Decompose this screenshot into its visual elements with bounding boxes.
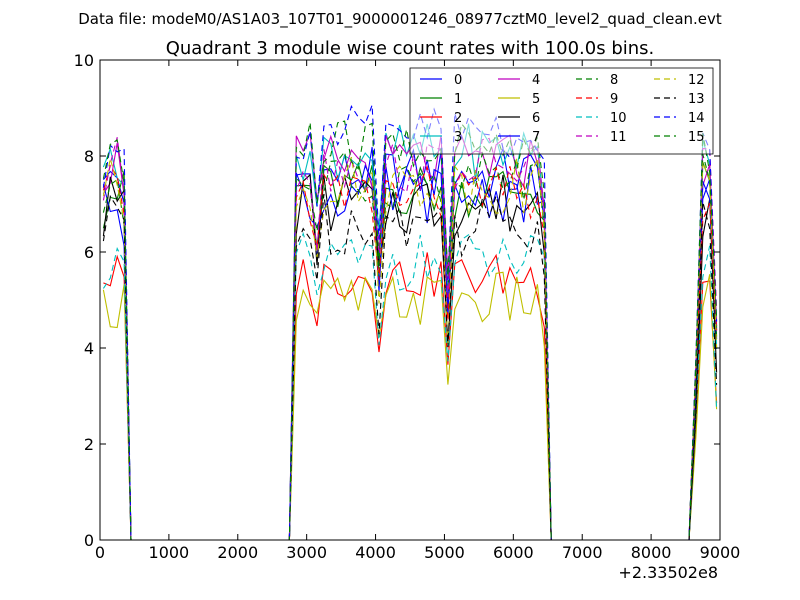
x-tick-label: 6000 — [493, 543, 534, 562]
x-offset-label: +2.33502e8 — [618, 563, 718, 582]
x-tick-label: 7000 — [562, 543, 603, 562]
legend-label-12: 12 — [688, 73, 705, 88]
legend-label-7: 7 — [532, 130, 540, 145]
figure-suptitle: Data file: modeM0/AS1A03_107T01_90000012… — [78, 10, 722, 29]
series-line-13 — [102, 193, 718, 541]
series-line-12 — [102, 156, 718, 541]
legend-label-6: 6 — [532, 111, 540, 126]
series-lines — [102, 104, 718, 541]
series-line-10 — [102, 231, 718, 541]
x-tick-label: 5000 — [424, 543, 465, 562]
y-tick-label: 0 — [84, 531, 94, 550]
legend-label-13: 13 — [688, 92, 705, 107]
series-line-2 — [103, 252, 718, 541]
series-line-5 — [102, 271, 718, 541]
legend-box — [409, 67, 714, 155]
legend-label-14: 14 — [688, 111, 705, 126]
legend-label-0: 0 — [454, 73, 462, 88]
series-line-9 — [102, 164, 718, 541]
y-tick-label: 10 — [74, 51, 94, 70]
legend-label-11: 11 — [610, 130, 627, 145]
legend-label-8: 8 — [610, 73, 618, 88]
y-tick-label: 8 — [84, 147, 94, 166]
series-line-11 — [102, 137, 718, 541]
y-tick-label: 6 — [84, 243, 94, 262]
legend-label-2: 2 — [454, 111, 462, 126]
legend-label-5: 5 — [532, 92, 540, 107]
x-tick-label: 1000 — [149, 543, 190, 562]
x-tick-label: 0 — [95, 543, 105, 562]
x-tick-label: 9000 — [700, 543, 741, 562]
legend-label-4: 4 — [532, 73, 540, 88]
legend-label-15: 15 — [688, 130, 705, 145]
axis-ticks: 0 1000 2000 3000 4000 5000 6000 7000 8000 9000 0 2 4… — [74, 51, 741, 562]
x-tick-label: 4000 — [355, 543, 396, 562]
chart-title: Quadrant 3 module wise count rates with … — [166, 38, 655, 59]
x-tick-label: 2000 — [217, 543, 258, 562]
legend-label-10: 10 — [610, 111, 627, 126]
legend-label-9: 9 — [610, 92, 618, 107]
plot-frame — [99, 59, 721, 541]
x-tick-label: 8000 — [631, 543, 672, 562]
y-tick-label: 4 — [84, 339, 94, 358]
legend-label-3: 3 — [454, 130, 462, 145]
y-tick-label: 2 — [84, 435, 94, 454]
x-tick-label: 3000 — [286, 543, 327, 562]
series-line-8 — [102, 150, 718, 541]
legend-label-1: 1 — [454, 92, 462, 107]
